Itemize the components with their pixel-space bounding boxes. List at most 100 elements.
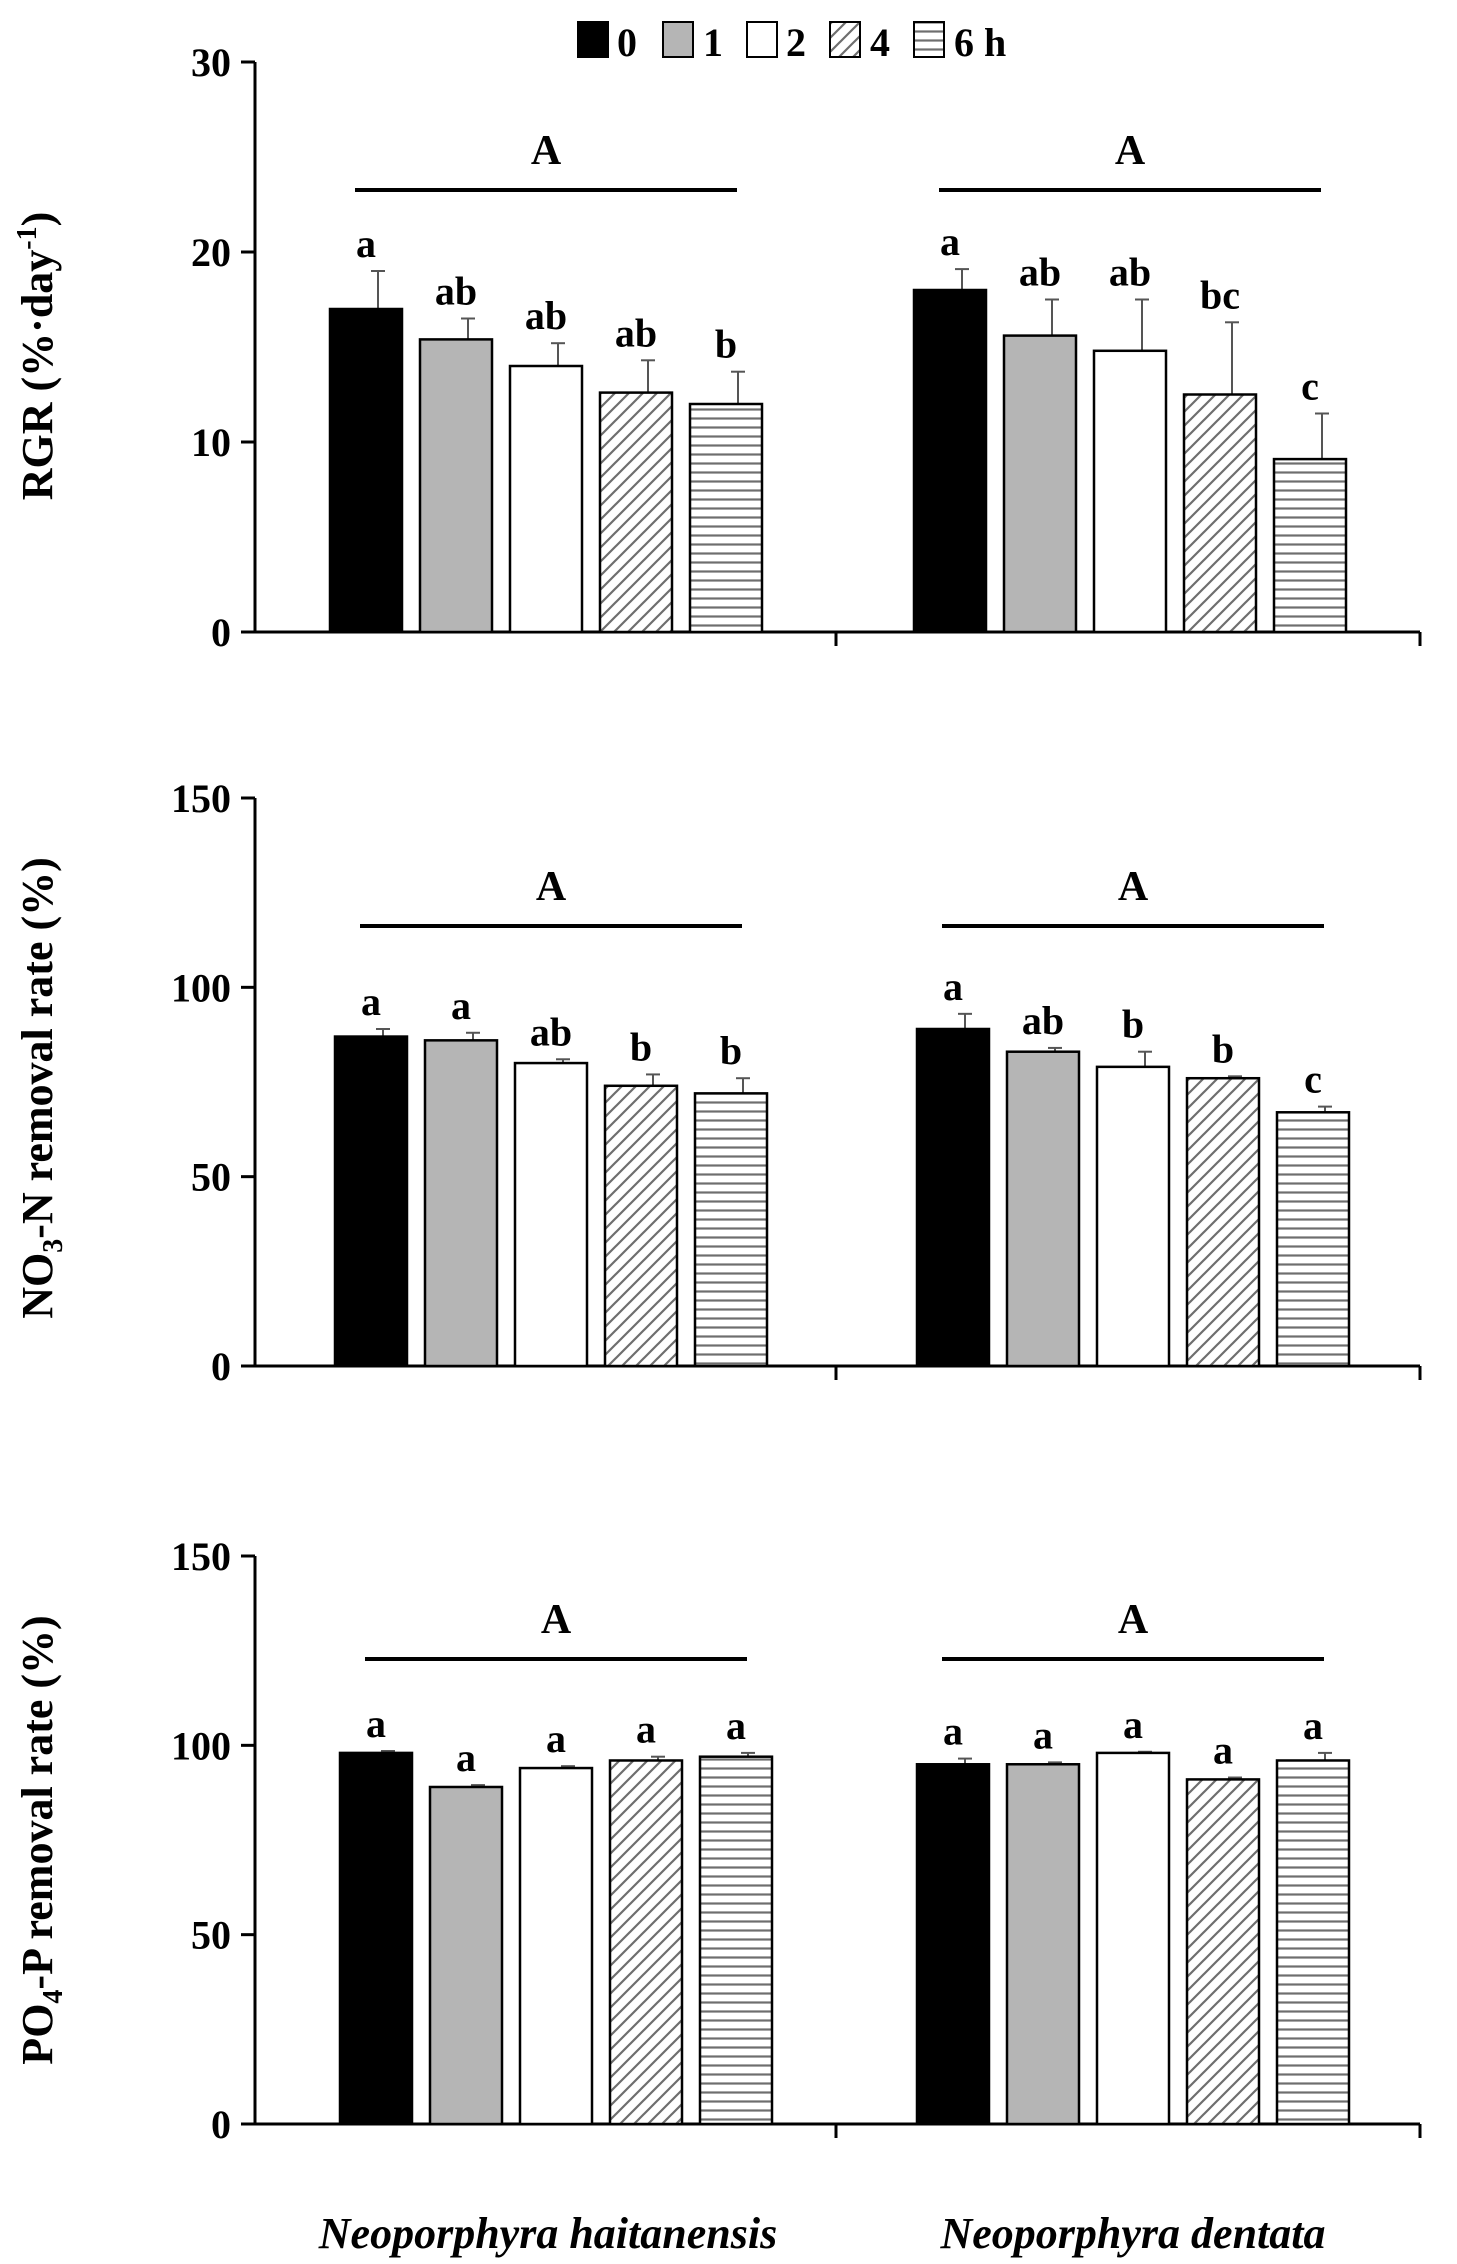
bar bbox=[693, 1092, 769, 1368]
legend-label-0: 0 bbox=[617, 20, 637, 65]
group-letter: A bbox=[531, 128, 562, 174]
y-axis-label-rgr-exp: -1 bbox=[12, 226, 43, 249]
bar bbox=[608, 1759, 684, 2126]
legend: 0 1 2 4 6 h bbox=[577, 20, 1006, 65]
y-axis-label-no3-a: NO bbox=[13, 1253, 62, 1319]
y-axis-label-no3: NO3-N removal rate (%) bbox=[13, 857, 69, 1319]
bar bbox=[1095, 1065, 1171, 1368]
significance-letter: ab bbox=[530, 1009, 572, 1054]
bar bbox=[1092, 349, 1168, 634]
group-letter: A bbox=[541, 1597, 572, 1643]
significance-letter: a bbox=[1033, 1712, 1053, 1757]
panel-po4-plot: 0 50 100 150 a a a a a Aa a a a a A bbox=[171, 1534, 1422, 2147]
significance-letter: b bbox=[1122, 1002, 1144, 1047]
bar bbox=[428, 1785, 504, 2126]
significance-letter: ab bbox=[435, 269, 477, 314]
group-letter: A bbox=[1118, 864, 1149, 910]
y-axis-label-po4: PO4-P removal rate (%) bbox=[13, 1615, 69, 2064]
panel-po4: PO4-P removal rate (%) 0 50 100 150 a a a a a Aa a… bbox=[13, 1534, 1422, 2147]
y-tick-label: 100 bbox=[171, 1723, 231, 1768]
group-letter: A bbox=[536, 864, 567, 910]
significance-letter: c bbox=[1301, 364, 1319, 409]
significance-letter: a bbox=[546, 1716, 566, 1761]
significance-letter: a bbox=[1303, 1703, 1323, 1748]
significance-letter: a bbox=[636, 1707, 656, 1752]
y-axis-label-rgr-text: RGR (%·day bbox=[13, 250, 62, 501]
significance-letter: a bbox=[726, 1703, 746, 1748]
y-tick-label: 10 bbox=[191, 420, 231, 465]
significance-letter: b bbox=[720, 1028, 742, 1073]
group-letter: A bbox=[1115, 128, 1146, 174]
y-axis-label-rgr-close: ) bbox=[13, 212, 62, 227]
significance-letter: a bbox=[943, 964, 963, 1009]
bar bbox=[328, 307, 404, 634]
y-axis-label-po4-sub: 4 bbox=[38, 1990, 69, 2004]
y-tick-label: 0 bbox=[211, 610, 231, 655]
legend-swatch-6h bbox=[913, 21, 945, 58]
bar bbox=[338, 1751, 414, 2126]
bar bbox=[1185, 1778, 1261, 2126]
legend-label-1: 1 bbox=[703, 20, 723, 65]
bar bbox=[513, 1061, 589, 1368]
significance-letter: ab bbox=[1022, 998, 1064, 1043]
significance-letter: a bbox=[456, 1735, 476, 1780]
bar bbox=[1095, 1751, 1171, 2126]
bar bbox=[915, 1027, 991, 1368]
y-axis-label-po4-b: -P removal rate (%) bbox=[13, 1615, 62, 1989]
bar bbox=[1005, 1763, 1081, 2126]
category-label-dentata: Neoporphyra dentata bbox=[940, 2209, 1326, 2258]
legend-label-2: 2 bbox=[786, 20, 806, 65]
legend-swatch-2 bbox=[746, 21, 778, 58]
bar bbox=[333, 1035, 409, 1368]
bar bbox=[1002, 334, 1078, 634]
bar bbox=[1005, 1050, 1081, 1368]
significance-letter: a bbox=[361, 979, 381, 1024]
category-label-haitanensis: Neoporphyra haitanensis bbox=[318, 2209, 777, 2258]
bar bbox=[1272, 457, 1348, 634]
significance-letter: a bbox=[366, 1701, 386, 1746]
y-tick-label: 0 bbox=[211, 2102, 231, 2147]
y-axis-label-rgr: RGR (%·day-1) bbox=[12, 212, 62, 501]
significance-letter: ab bbox=[525, 293, 567, 338]
panel-rgr-plot: 0 10 20 30 a ab ab ab b Aa ab ab bc c A bbox=[191, 40, 1422, 655]
y-tick-label: 50 bbox=[191, 1913, 231, 1958]
bar bbox=[698, 1755, 774, 2126]
significance-letter: a bbox=[451, 983, 471, 1028]
bar bbox=[1275, 1111, 1351, 1368]
y-axis-label-no3-sub: 3 bbox=[38, 1239, 69, 1253]
significance-letter: b bbox=[715, 322, 737, 367]
bar bbox=[598, 391, 674, 634]
significance-letter: ab bbox=[615, 310, 657, 355]
y-tick-label: 20 bbox=[191, 230, 231, 275]
bar bbox=[518, 1766, 594, 2126]
y-axis-label-no3-b: -N removal rate (%) bbox=[13, 857, 62, 1239]
legend-swatch-4 bbox=[829, 21, 861, 58]
bar bbox=[915, 1763, 991, 2126]
legend-swatch-1 bbox=[662, 21, 694, 58]
bar bbox=[1182, 393, 1258, 634]
significance-letter: ab bbox=[1109, 250, 1151, 295]
significance-letter: a bbox=[943, 1709, 963, 1754]
bar bbox=[1275, 1759, 1351, 2126]
significance-letter: b bbox=[630, 1024, 652, 1069]
significance-letter: b bbox=[1212, 1026, 1234, 1071]
bar bbox=[418, 338, 494, 634]
bar bbox=[688, 402, 764, 634]
bar bbox=[912, 288, 988, 634]
significance-letter: a bbox=[1213, 1728, 1233, 1773]
bar bbox=[423, 1039, 499, 1368]
legend-swatch-0 bbox=[577, 21, 609, 58]
significance-letter: bc bbox=[1200, 272, 1240, 317]
y-tick-label: 0 bbox=[211, 1344, 231, 1389]
legend-label-4: 4 bbox=[870, 20, 890, 65]
bar bbox=[1185, 1076, 1261, 1368]
significance-letter: a bbox=[940, 219, 960, 264]
y-tick-label: 150 bbox=[171, 776, 231, 821]
panel-no3-plot: 0 50 100 150 a a ab b b Aa ab b b c A bbox=[171, 776, 1422, 1389]
legend-label-6h: 6 h bbox=[954, 20, 1006, 65]
significance-letter: a bbox=[356, 221, 376, 266]
y-axis-label-po4-a: PO bbox=[13, 2004, 62, 2065]
y-tick-label: 50 bbox=[191, 1155, 231, 1200]
